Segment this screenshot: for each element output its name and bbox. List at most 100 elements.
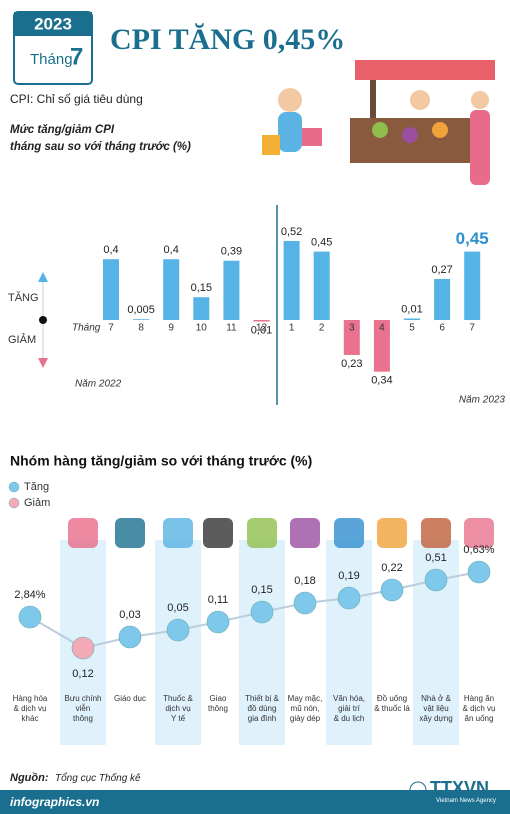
dot <box>206 610 230 634</box>
bar <box>253 320 270 322</box>
chart-title: Nhóm hàng tăng/giảm so với tháng trước (… <box>10 453 312 469</box>
up-arrow <box>38 272 48 282</box>
x-tick-label: 3 <box>349 323 355 334</box>
dot <box>166 618 190 642</box>
bar <box>464 251 481 320</box>
x-tick-label: 7 <box>469 323 475 334</box>
category-icon <box>377 518 407 548</box>
calendar-top <box>14 12 92 36</box>
highlight-column <box>326 540 372 745</box>
subtitle: CPI: Chỉ số giá tiêu dùng <box>10 92 143 106</box>
dot <box>467 560 491 584</box>
illustration <box>262 60 495 185</box>
dot <box>18 605 42 629</box>
x-axis-label: Tháng <box>72 323 101 334</box>
category-label: Giao thông <box>207 694 229 713</box>
dot <box>293 591 317 615</box>
bar <box>343 320 360 355</box>
dot <box>380 578 404 602</box>
category-icon <box>163 518 193 548</box>
value-label: 0,19 <box>338 570 359 582</box>
value-label: 0,63% <box>463 544 494 556</box>
bar <box>373 320 390 372</box>
bar <box>434 278 451 320</box>
value-label: 0,51 <box>425 552 446 564</box>
bar <box>103 259 119 320</box>
logo-mark <box>409 781 427 799</box>
site: infographics.vn <box>10 795 100 809</box>
category-label: Hàng ăn & dịch vụ ăn uống <box>462 694 496 723</box>
category-icon <box>68 518 98 548</box>
category-icon <box>203 518 233 548</box>
x-tick-label: 4 <box>379 323 385 334</box>
bar <box>283 240 300 320</box>
value-label: 0,4 <box>164 244 179 256</box>
category-icon <box>334 518 364 548</box>
category-label: Văn hóa, giải trí & du lịch <box>332 694 366 723</box>
dot <box>337 586 361 610</box>
dot <box>118 625 142 649</box>
logo: TTXVN <box>430 778 490 798</box>
value-label: 0,005 <box>127 304 155 316</box>
x-tick-label: 6 <box>439 323 445 334</box>
agency: Vietnam News Agency <box>436 798 496 804</box>
value-label: 0,01 <box>401 303 422 315</box>
year: 2023 <box>34 14 72 33</box>
bar <box>193 297 210 320</box>
x-tick-label: 11 <box>226 323 237 334</box>
dot <box>424 568 448 592</box>
value-label: 0,39 <box>221 246 242 258</box>
period-label: Năm 2022 <box>75 379 122 390</box>
month: 7 <box>70 43 83 70</box>
value-label: 0,15 <box>251 584 272 596</box>
legend-swatch <box>8 497 20 509</box>
category-icon <box>247 518 277 548</box>
value-label: 0,15 <box>191 282 212 294</box>
category-label: Nhà ở & vật liệu xây dựng <box>419 694 453 723</box>
value-label: 0,01 <box>251 324 272 336</box>
down-label: GIẢM <box>8 333 36 346</box>
value-label: 0,52 <box>281 226 302 238</box>
bar <box>133 319 150 320</box>
bar <box>163 259 180 320</box>
value-label: 0,12 <box>72 668 93 680</box>
title: CPI TĂNG 0,45% <box>110 23 345 56</box>
value-label: 0,23 <box>341 358 362 370</box>
value-label: 0,18 <box>294 575 315 587</box>
x-tick-label: 2 <box>319 323 325 334</box>
legend-swatch <box>8 481 20 493</box>
x-tick-label: 1 <box>289 323 295 334</box>
origin-dot <box>39 316 47 324</box>
value-label: 0,03 <box>119 609 140 621</box>
category-label: Bưu chính viễn thông <box>64 694 102 723</box>
value-label: 0,4 <box>103 244 118 256</box>
x-tick-label: 12 <box>256 323 268 334</box>
down-arrow <box>38 358 48 368</box>
category-label: Thiết bị & đồ dùng gia đình <box>245 694 279 723</box>
highlight-column <box>155 540 201 745</box>
category-label: Đồ uống & thuốc lá <box>374 694 410 713</box>
value-label: 0,45 <box>456 229 489 248</box>
category-label: Thuốc & dịch vụ Y tế <box>163 694 193 723</box>
value-label: 2,84% <box>14 589 45 601</box>
value-label: 0,27 <box>431 264 452 276</box>
up-label: TĂNG <box>8 291 39 304</box>
period-label: Năm 2023 <box>459 395 506 406</box>
x-tick-label: 7 <box>108 323 114 334</box>
x-tick-label: 9 <box>168 323 174 334</box>
source: Tổng cục Thống kê <box>55 773 141 784</box>
category-icon <box>115 518 145 548</box>
dot <box>250 600 274 624</box>
bar <box>223 260 240 320</box>
x-tick-label: 8 <box>138 323 144 334</box>
source-label: Nguồn: <box>10 772 49 784</box>
category-icon <box>464 518 494 548</box>
value-label: 0,22 <box>381 562 402 574</box>
x-tick-label: 10 <box>196 323 208 334</box>
category-icon <box>290 518 320 548</box>
category-label: May mặc, mũ nón, giày dép <box>287 694 323 723</box>
value-label: 0,45 <box>311 237 332 249</box>
legend-label: Tăng <box>24 481 49 493</box>
